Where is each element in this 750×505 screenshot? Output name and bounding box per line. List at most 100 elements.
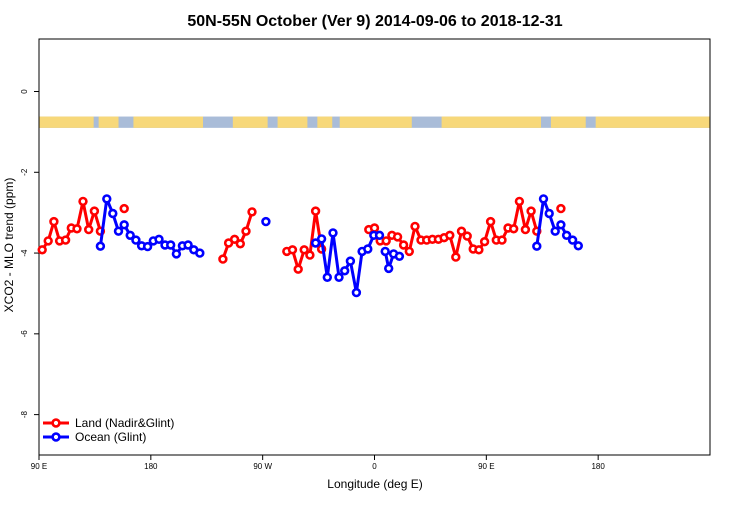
data-point (83, 224, 94, 235)
data-point (328, 228, 338, 238)
data-point (462, 231, 472, 241)
data-point (526, 206, 536, 216)
data-point (60, 235, 71, 245)
data-point (72, 224, 82, 234)
data-point (404, 246, 414, 257)
data-point (384, 263, 394, 274)
data-point (369, 223, 380, 233)
data-point (394, 251, 405, 261)
data-point (49, 216, 59, 227)
data-point (445, 230, 455, 241)
data-point (310, 206, 321, 216)
data-point (567, 235, 578, 245)
data-point (195, 248, 205, 258)
data-point (340, 266, 350, 276)
data-point (78, 196, 88, 207)
land-ocean-strip (39, 116, 710, 128)
legend-label: Ocean (Glint) (75, 430, 146, 444)
data-point (142, 241, 153, 252)
data-point (247, 207, 257, 217)
data-point (538, 194, 549, 204)
data-point (550, 226, 560, 236)
x-axis-label: Longitude (deg E) (327, 477, 422, 491)
data-point (235, 239, 246, 249)
data-point (474, 245, 484, 255)
data-point (166, 240, 176, 250)
y-tick-label: -6 (20, 330, 29, 338)
data-point (345, 256, 356, 266)
strip-land-segment (550, 116, 586, 128)
legend: Land (Nadir&Glint)Ocean (Glint) (43, 416, 174, 444)
strip-land-segment (98, 116, 119, 128)
data-point (218, 254, 228, 264)
y-axis-label: XCO2 - MLO trend (ppm) (2, 178, 16, 313)
data-point (544, 208, 554, 219)
legend-marker (51, 432, 61, 442)
y-tick-label: -4 (20, 249, 29, 257)
data-point (363, 244, 373, 254)
data-point (381, 236, 391, 246)
x-tick-label: 90 E (478, 462, 494, 471)
strip-land-segment (133, 116, 204, 128)
data-point (89, 206, 100, 216)
legend-marker (51, 418, 61, 428)
data-point (556, 220, 566, 230)
data-point (573, 241, 583, 251)
data-point (334, 272, 344, 282)
strip-land-segment (595, 116, 710, 128)
data-point (398, 240, 409, 250)
series-land-nadir-glint- (37, 196, 566, 274)
data-point (43, 236, 53, 246)
data-point (310, 238, 321, 248)
strip-land-segment (441, 116, 542, 128)
data-point (113, 226, 124, 236)
x-tick-label: 180 (591, 462, 605, 471)
data-point (119, 220, 129, 230)
data-point (410, 221, 420, 232)
data-point (37, 245, 47, 255)
data-point (532, 241, 542, 251)
data-point (514, 196, 525, 207)
data-point (392, 232, 403, 242)
data-point (322, 272, 332, 282)
x-tick-label: 90 E (31, 462, 47, 471)
chart-title: 50N-55N October (Ver 9) 2014-09-06 to 20… (187, 13, 562, 30)
x-tick-label: 0 (372, 462, 377, 471)
data-point (241, 226, 251, 236)
data-point (293, 264, 303, 274)
data-point (287, 245, 298, 255)
data-point (125, 230, 135, 241)
data-point (131, 235, 141, 245)
x-tick-label: 180 (144, 462, 158, 471)
strip-land-segment (232, 116, 268, 128)
data-point (520, 224, 531, 235)
y-tick-label: -2 (20, 168, 29, 176)
data-point (374, 230, 385, 241)
data-point (479, 237, 490, 247)
y-tick-label: -8 (20, 411, 29, 419)
x-tick-label: 90 W (253, 462, 272, 471)
series-ocean-glint- (95, 194, 583, 298)
data-point (456, 226, 467, 236)
data-point (229, 234, 240, 245)
data-point (380, 246, 390, 257)
data-point (119, 203, 129, 214)
strip-land-segment (339, 116, 412, 128)
strip-land-segment (39, 116, 94, 128)
data-point (183, 240, 193, 250)
data-point (351, 287, 362, 298)
data-point (497, 235, 507, 245)
data-point (556, 203, 566, 214)
data-point (154, 234, 164, 245)
strip-land-segment (317, 116, 333, 128)
legend-label: Land (Nadir&Glint) (75, 416, 174, 430)
data-point (171, 249, 182, 259)
data-point (95, 241, 106, 251)
data-point (305, 250, 315, 260)
y-tick-label: 0 (20, 89, 29, 94)
strip-land-segment (277, 116, 308, 128)
data-point (316, 234, 327, 244)
x-axis-ticks: 90 E 180 90 W 0 90 E 180 (31, 455, 605, 471)
